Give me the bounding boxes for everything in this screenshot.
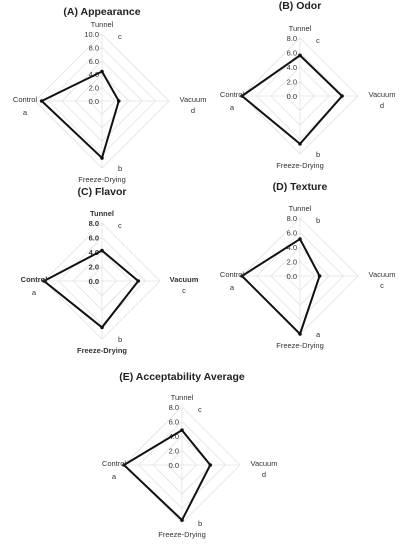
series-outline	[39, 70, 120, 160]
chart-title: (B) Odor	[279, 0, 322, 12]
series-outline	[240, 237, 321, 336]
tick-label: 10.0	[84, 30, 99, 39]
significance-letter: a	[230, 103, 235, 112]
data-point-3	[100, 156, 104, 160]
data-point-1	[100, 248, 104, 253]
data-point-2	[317, 274, 322, 278]
category-label: Control	[102, 459, 127, 468]
data-point-1	[180, 428, 184, 433]
tick-label: 0.0	[169, 461, 179, 470]
tick-label: 8.0	[169, 403, 179, 412]
data-point-2	[208, 463, 213, 467]
category-label: Control	[220, 270, 245, 279]
significance-letter: b	[316, 150, 320, 159]
radar-panel-5: (E) Acceptability Average 0.0 2.0 4.0 6.0 8.0…	[102, 371, 278, 539]
data-point-1	[298, 237, 302, 241]
category-label: Freeze-Drying	[276, 161, 324, 170]
radar-panel-1: (A) Appearance0.02.04.06.08.010.0Tunnelc…	[13, 6, 207, 184]
data-point-1	[100, 69, 104, 74]
category-label: Tunnel	[171, 393, 194, 402]
data-point-3	[180, 518, 184, 522]
category-label: Vacuum	[369, 270, 396, 279]
category-label: Tunnel	[289, 24, 312, 33]
data-point-4	[122, 463, 126, 467]
tick-label: 2.0	[89, 263, 99, 272]
data-point-4	[42, 279, 46, 283]
data-point-2	[136, 279, 141, 283]
category-label: Control	[21, 275, 48, 284]
significance-letter: a	[32, 288, 37, 297]
series-outline	[122, 428, 212, 522]
category-label: Tunnel	[90, 209, 114, 218]
tick-label: 0.0	[89, 277, 99, 286]
radar-panel-3: (C) Flavor0.02.04.06.08.0TunnelcVacuumcF…	[21, 186, 199, 355]
data-point-4	[240, 94, 244, 98]
tick-label: 8.0	[287, 34, 297, 43]
tick-label: 4.0	[287, 63, 297, 72]
category-label: Freeze-Drying	[78, 175, 126, 184]
tick-label: 2.0	[169, 447, 179, 456]
tick-label: 0.0	[287, 92, 297, 101]
category-label: Vacuum	[180, 95, 207, 104]
chart-title: (D) Texture	[273, 181, 328, 193]
tick-label: 4.0	[287, 243, 297, 252]
category-label: Vacuum	[369, 90, 396, 99]
tick-label: 8.0	[287, 214, 297, 223]
significance-letter: a	[112, 472, 117, 481]
tick-label: 6.0	[169, 418, 179, 427]
data-point-2	[340, 94, 344, 98]
data-point-3	[100, 325, 104, 330]
chart-title: (C) Flavor	[77, 186, 126, 198]
category-label: Tunnel	[289, 204, 312, 213]
tick-label: 2.0	[287, 78, 297, 87]
significance-letter: d	[262, 470, 266, 479]
tick-label: 2.0	[89, 84, 99, 93]
category-label: Vacuum	[170, 275, 199, 284]
significance-letter: c	[118, 32, 122, 41]
tick-label: 0.0	[89, 97, 99, 106]
significance-letter: c	[198, 405, 202, 414]
category-label: Freeze-Drying	[276, 341, 324, 350]
tick-label: 2.0	[287, 258, 297, 267]
data-point-3	[298, 142, 302, 146]
data-point-4	[240, 274, 244, 278]
data-point-2	[116, 99, 121, 103]
data-point-4	[39, 99, 44, 103]
tick-label: 8.0	[89, 43, 99, 52]
significance-letter: b	[198, 519, 202, 528]
data-point-1	[298, 53, 302, 58]
significance-letter: d	[380, 101, 384, 110]
category-label: Tunnel	[91, 20, 114, 29]
data-point-3	[298, 332, 302, 336]
chart-title: (E) Acceptability Average	[119, 371, 245, 383]
tick-label: 6.0	[89, 57, 99, 66]
significance-letter: c	[118, 221, 122, 230]
significance-letter: a	[23, 108, 28, 117]
significance-letter: c	[316, 36, 320, 45]
chart-title: (A) Appearance	[63, 6, 140, 18]
tick-label: 6.0	[89, 234, 99, 243]
category-label: Control	[220, 90, 245, 99]
tick-label: 8.0	[89, 219, 99, 228]
category-label: Vacuum	[251, 459, 278, 468]
significance-letter: b	[118, 335, 122, 344]
tick-label: 4.0	[169, 432, 179, 441]
significance-letter: c	[182, 286, 186, 295]
significance-letter: c	[380, 281, 384, 290]
tick-label: 0.0	[287, 272, 297, 281]
significance-letter: b	[316, 216, 320, 225]
tick-label: 6.0	[287, 229, 297, 238]
category-label: Freeze-Drying	[158, 530, 206, 539]
significance-letter: a	[230, 283, 235, 292]
significance-letter: d	[191, 106, 195, 115]
tick-label: 6.0	[287, 49, 297, 58]
significance-letter: b	[118, 164, 122, 173]
tick-label: 4.0	[89, 248, 99, 257]
category-label: Freeze-Drying	[77, 346, 127, 355]
significance-letter: a	[316, 330, 321, 339]
category-label: Control	[13, 95, 38, 104]
